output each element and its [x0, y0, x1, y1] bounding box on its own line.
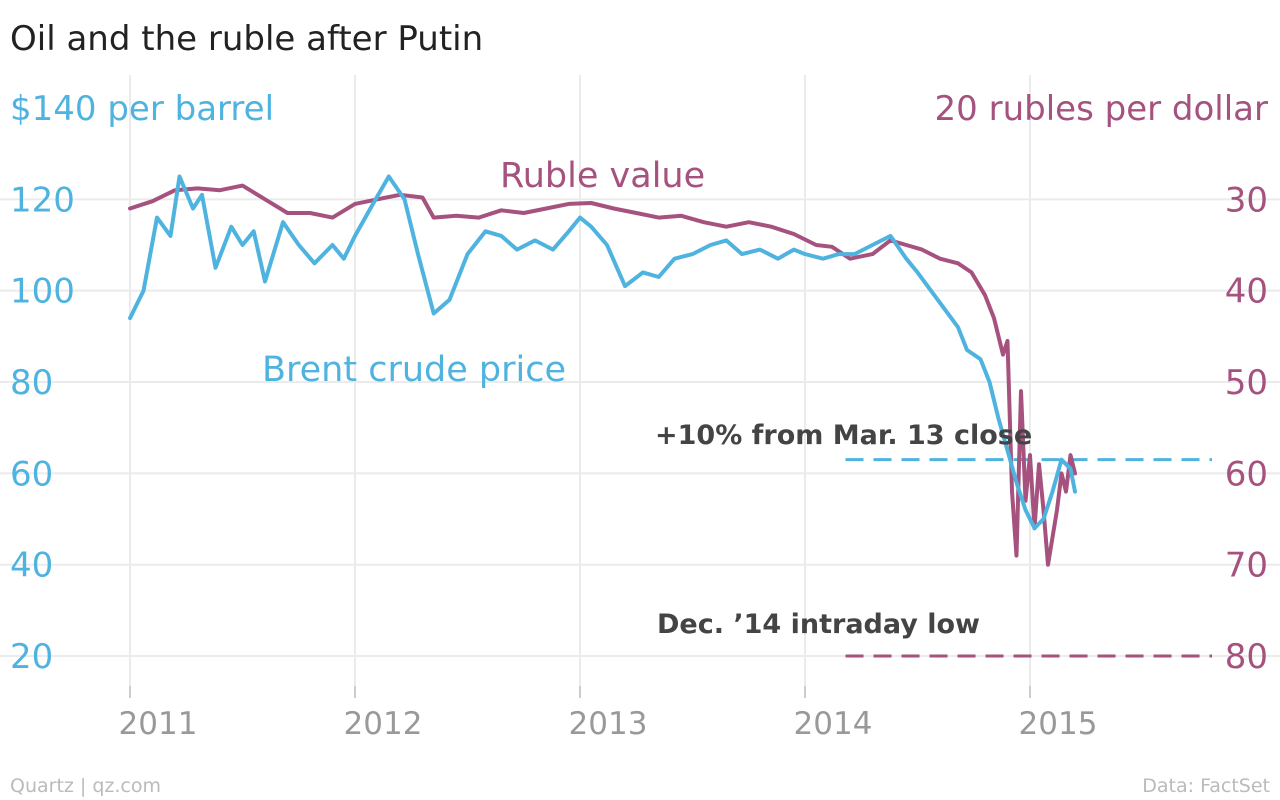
annotation-oil-reference: +10% from Mar. 13 close: [655, 420, 1032, 451]
x-tick-label: 2013: [569, 706, 648, 742]
y-left-tick-label: 60: [10, 454, 53, 494]
y-left-tick-label: 20: [10, 637, 53, 677]
annotation-ruble-low: Dec. ’14 intraday low: [657, 609, 980, 640]
left-axis-title: $140 per barrel: [10, 89, 274, 129]
y-right-tick-label: 80: [1225, 637, 1268, 677]
x-tick-label: 2014: [794, 706, 873, 742]
series-line-ruble: [128, 183, 1077, 567]
chart-title: Oil and the ruble after Putin: [10, 19, 483, 59]
axis-ticks: 120 100 80 60 40 20 30 40 50 60 70 80 2011 2012 2013 20…: [10, 180, 1268, 742]
source-left: Quartz | qz.com: [10, 775, 161, 797]
y-right-tick-label: 30: [1225, 180, 1268, 220]
x-tick-label: 2012: [344, 706, 423, 742]
x-tick-label: 2015: [1019, 706, 1098, 742]
right-axis-title: 20 rubles per dollar: [935, 89, 1268, 129]
y-right-tick-label: 60: [1225, 454, 1268, 494]
series-label-brent: Brent crude price: [262, 350, 566, 390]
grid: [0, 75, 1280, 688]
y-right-tick-label: 70: [1225, 546, 1268, 586]
y-right-tick-label: 40: [1225, 272, 1268, 312]
y-left-tick-label: 80: [10, 363, 53, 403]
series-line-brent: [128, 174, 1077, 531]
series-label-ruble: Ruble value: [500, 156, 705, 196]
y-left-tick-label: 40: [10, 546, 53, 586]
y-left-tick-label: 100: [10, 272, 75, 312]
y-left-tick-label: 120: [10, 180, 75, 220]
series-lines: [128, 174, 1077, 567]
source-right: Data: FactSet: [1142, 775, 1270, 797]
x-tick-label: 2011: [119, 706, 198, 742]
y-right-tick-label: 50: [1225, 363, 1268, 403]
